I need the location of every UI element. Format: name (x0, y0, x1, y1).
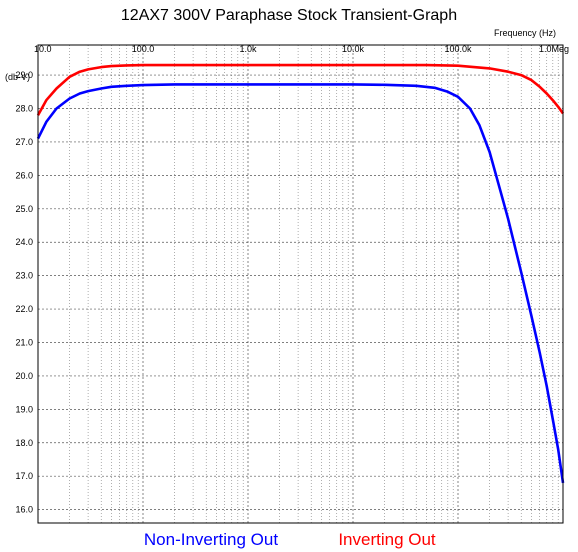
y-tick-label: 29.0 (15, 70, 33, 80)
chart-title: 12AX7 300V Paraphase Stock Transient-Gra… (121, 7, 457, 24)
series-lines (36, 63, 565, 484)
y-tick-label: 19.0 (15, 404, 33, 414)
series-line-1 (36, 63, 565, 116)
x-tick-label: 1.0Meg (539, 44, 569, 54)
y-tick-label: 16.0 (15, 505, 33, 515)
y-tick-label: 20.0 (15, 371, 33, 381)
y-tick-labels: 16.0 17.0 18.0 19.0 20.0 21.0 22.0 23.0 24.0 25.0… (15, 70, 33, 515)
plot-frame (37, 44, 564, 524)
x-tick-label: 10.0k (342, 44, 365, 54)
x-axis-label: Frequency (Hz) (494, 28, 556, 38)
x-tick-label: 10.0 (34, 44, 52, 54)
y-tick-label: 25.0 (15, 204, 33, 214)
y-tick-label: 23.0 (15, 271, 33, 281)
grid-major (37, 45, 564, 523)
series-line-0 (36, 83, 565, 484)
y-tick-label: 26.0 (15, 170, 33, 180)
legend-entry-1: Inverting Out (338, 530, 436, 549)
grid-minor (69, 45, 559, 523)
y-axis-label: (db-V) (5, 72, 30, 82)
y-tick-label: 22.0 (15, 304, 33, 314)
x-tick-label: 100.0 (132, 44, 155, 54)
y-tick-label: 27.0 (15, 137, 33, 147)
y-tick-label: 21.0 (15, 337, 33, 347)
y-tick-label: 17.0 (15, 471, 33, 481)
x-tick-label: 100.0k (444, 44, 472, 54)
x-tick-labels: 10.0 100.0 1.0k 10.0k 100.0k 1.0Meg (34, 44, 569, 54)
legend-entry-0: Non-Inverting Out (144, 530, 278, 549)
y-tick-label: 28.0 (15, 104, 33, 114)
x-tick-label: 1.0k (239, 44, 257, 54)
y-tick-label: 24.0 (15, 237, 33, 247)
legend: Non-Inverting Out Inverting Out (144, 530, 436, 549)
y-tick-label: 18.0 (15, 438, 33, 448)
